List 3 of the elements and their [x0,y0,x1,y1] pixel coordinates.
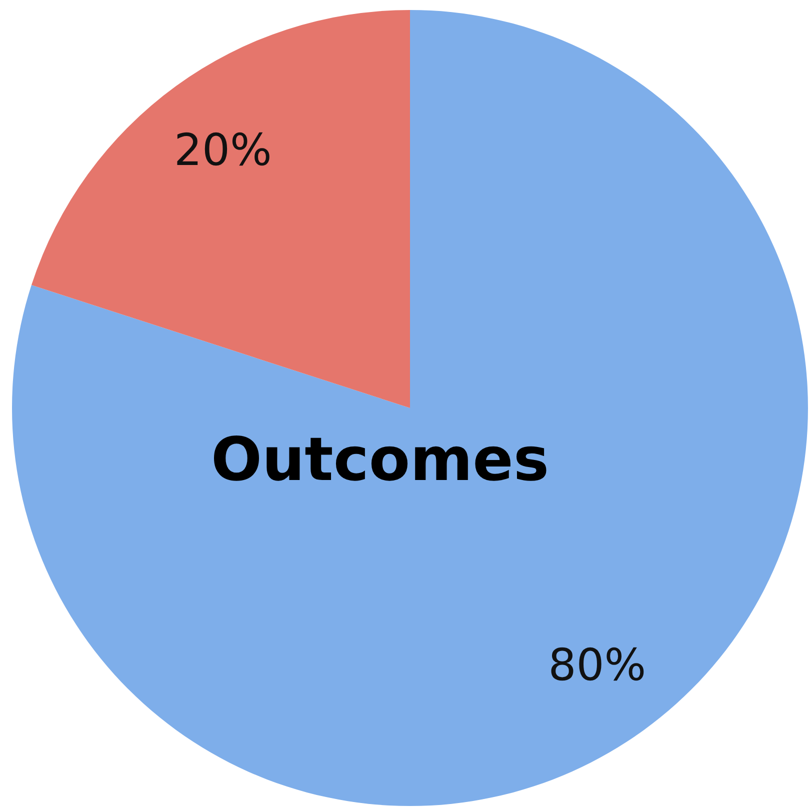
text: Outcomes [210,425,550,495]
data-label: 80% [548,640,646,692]
data-label: 20% [174,124,272,176]
